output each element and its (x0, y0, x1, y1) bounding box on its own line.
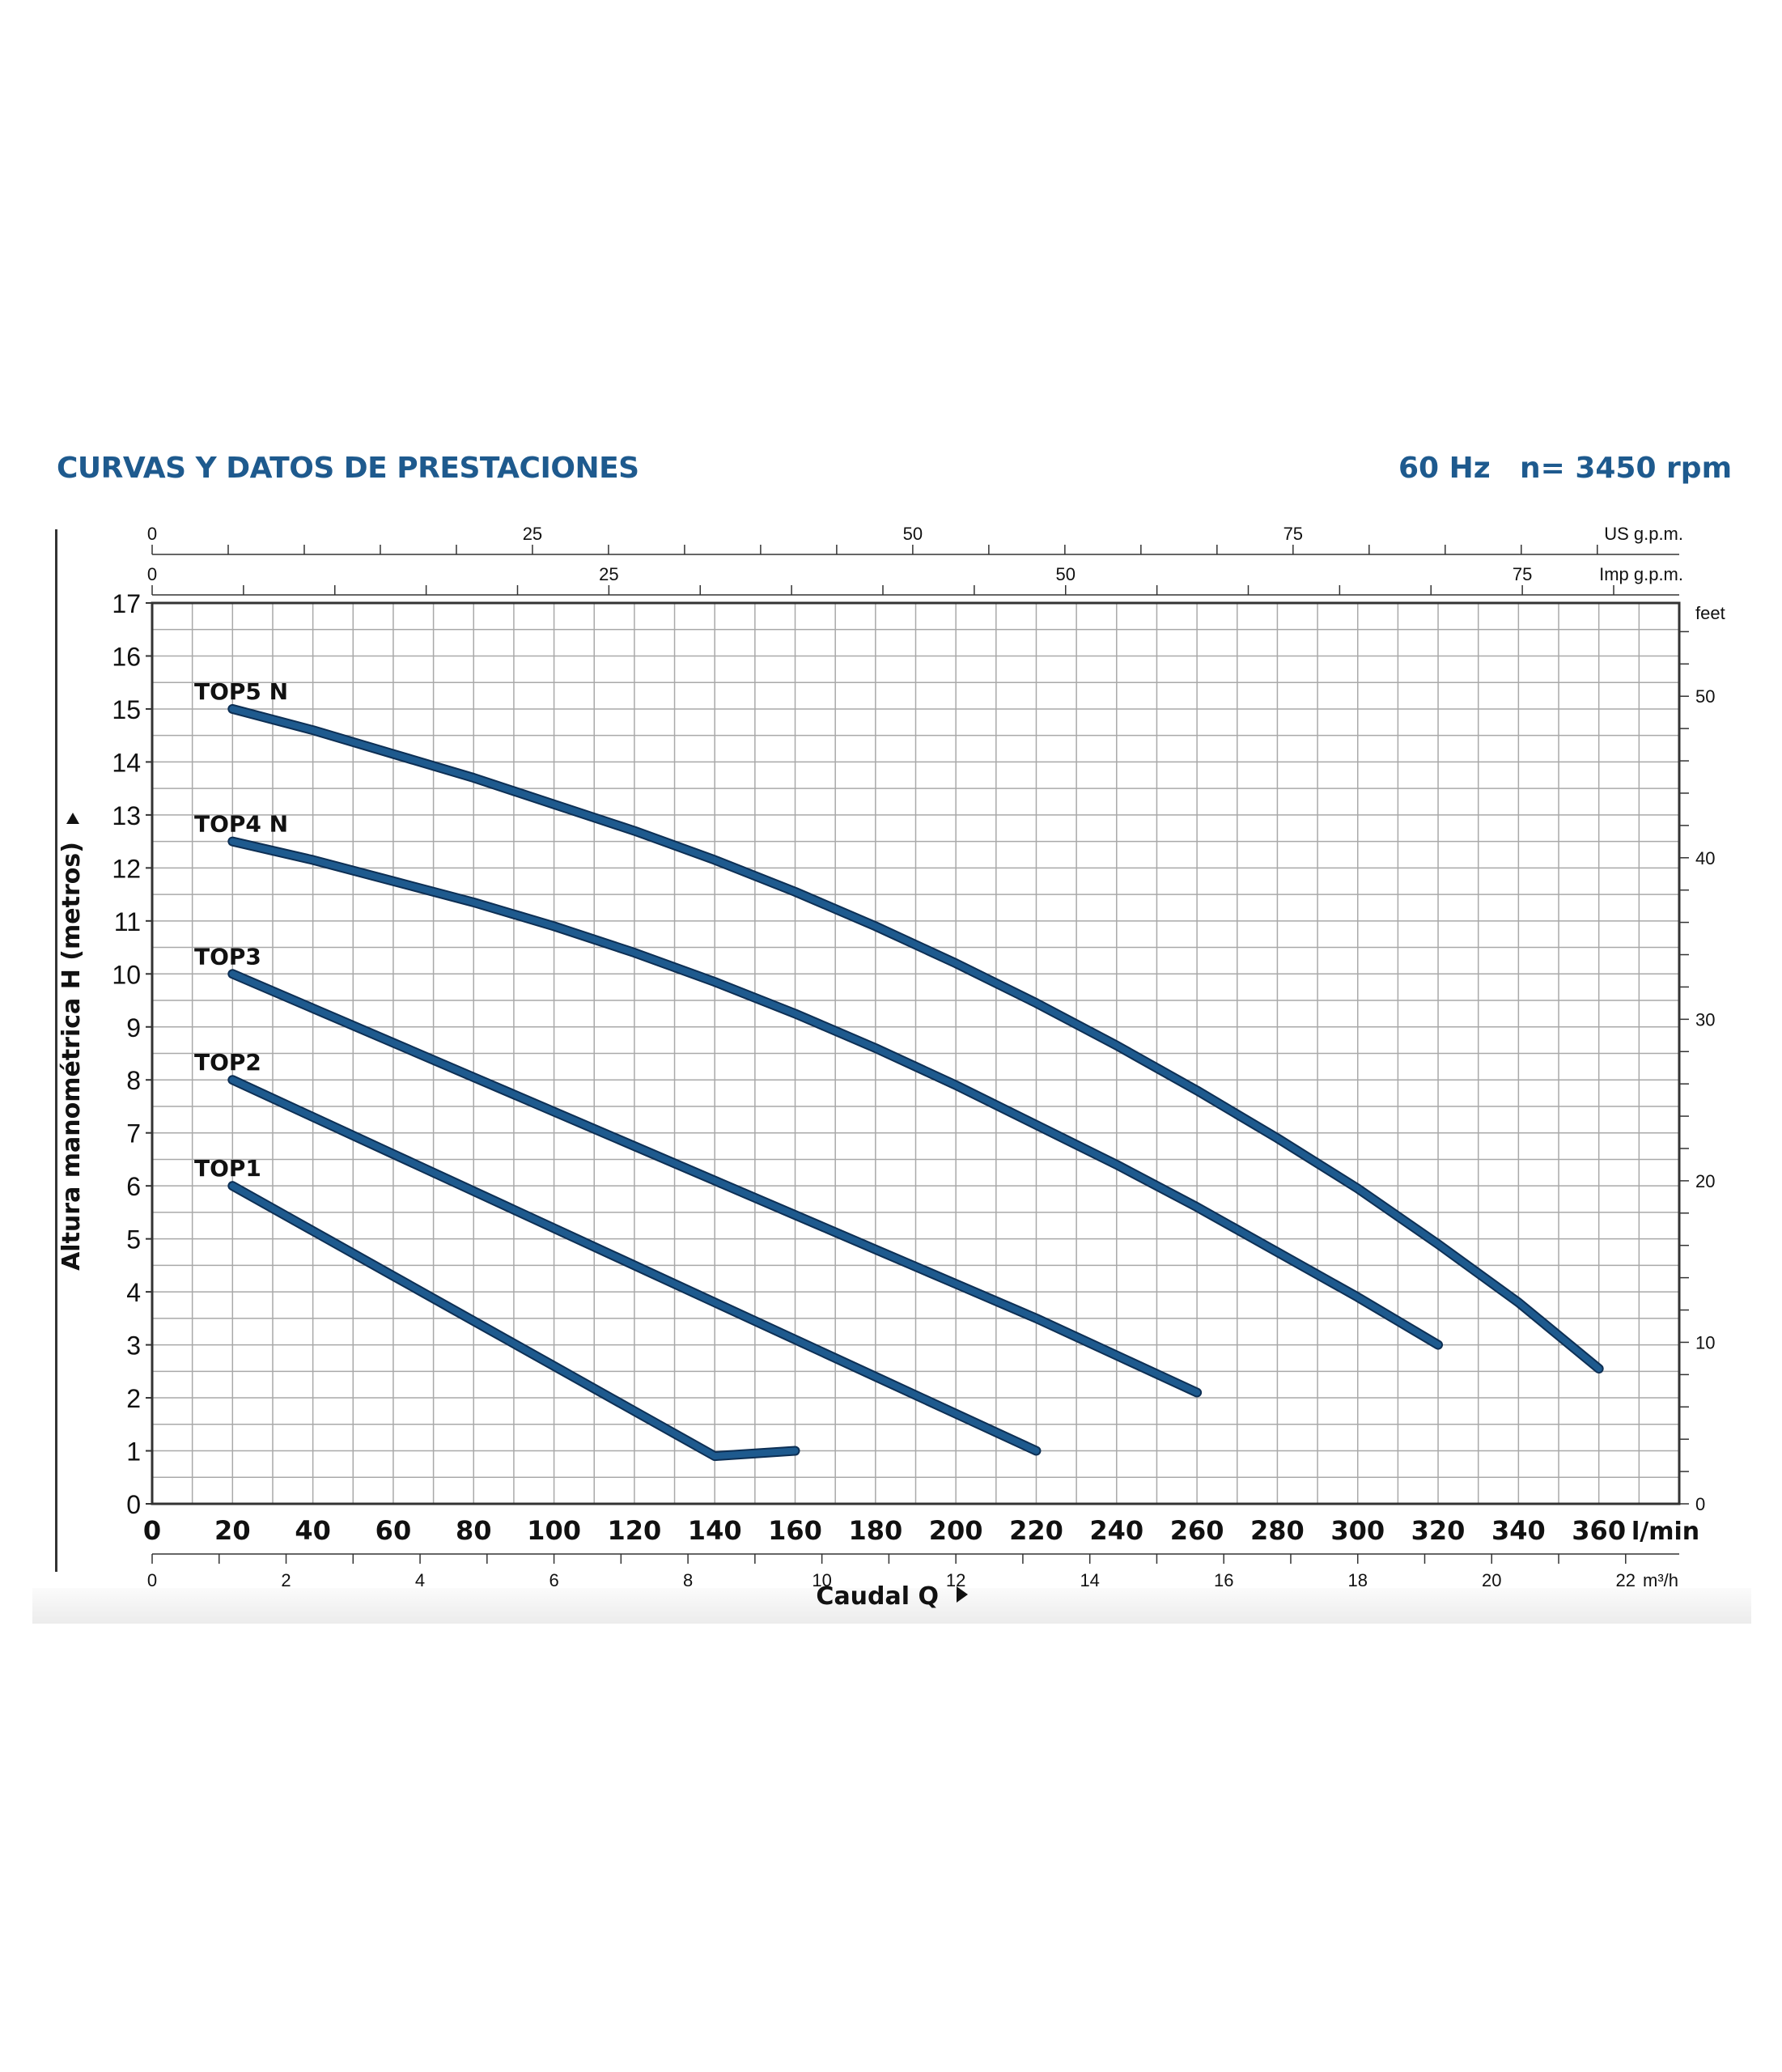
m3h-tick-label: 2 (281, 1570, 291, 1590)
m3h-tick-label: 18 (1347, 1570, 1367, 1590)
us-gpm-tick-label: 50 (903, 524, 923, 544)
x-tick-label: 120 (607, 1515, 661, 1546)
x-tick-label: 300 (1330, 1515, 1385, 1546)
x-tick-label: 40 (295, 1515, 331, 1546)
y-tick-label: 3 (126, 1331, 141, 1361)
page-title: CURVAS Y DATOS DE PRESTACIONES (57, 452, 639, 485)
curve-top1 (229, 1182, 799, 1460)
y-tick-label: 12 (112, 854, 141, 883)
plot-frame (151, 601, 1681, 1505)
feet-tick-label: 30 (1695, 1009, 1715, 1030)
feet-tick-label: 10 (1695, 1332, 1715, 1352)
x-unit-label: l/min (1631, 1518, 1699, 1546)
curve-label: TOP2 (194, 1049, 261, 1076)
y-tick-label: 5 (126, 1225, 141, 1255)
imp-gpm-tick-label: 50 (1056, 564, 1076, 584)
us-gpm-tick-label: 75 (1283, 524, 1303, 544)
x-tick-label: 280 (1250, 1515, 1305, 1546)
y-tick-label: 7 (126, 1119, 141, 1149)
m3h-unit-label: m³/h (1643, 1570, 1678, 1590)
m3h-tick-label: 12 (946, 1570, 965, 1590)
us-gpm-tick-label: 0 (147, 524, 157, 544)
y-tick-label: 14 (112, 748, 141, 777)
y-tick-label: 0 (126, 1490, 141, 1519)
y-tick-label: 16 (112, 642, 141, 671)
m3h-tick-label: 4 (415, 1570, 425, 1590)
y-tick-label: 15 (112, 695, 141, 724)
curve-top3 (229, 970, 1201, 1396)
imp-gpm-unit-label: Imp g.p.m. (1599, 564, 1683, 584)
y-tick-label: 8 (126, 1066, 141, 1095)
y-tick-label: 9 (126, 1013, 141, 1042)
feet-tick-label: 50 (1695, 686, 1715, 707)
m3h-tick-label: 20 (1482, 1570, 1501, 1590)
y-tick-label: 11 (114, 907, 141, 936)
y-tick-label: 17 (112, 589, 141, 618)
m3h-tick-label: 16 (1214, 1570, 1233, 1590)
m3h-tick-label: 8 (683, 1570, 693, 1590)
feet-tick-label: 40 (1695, 848, 1715, 868)
frequency-label: 60 Hz (1398, 452, 1491, 485)
feet-tick-label: 20 (1695, 1171, 1715, 1191)
m3h-tick-label: 6 (549, 1570, 558, 1590)
us-gpm-tick-label: 25 (523, 524, 542, 544)
x-tick-label: 60 (375, 1515, 412, 1546)
x-tick-label: 0 (143, 1515, 161, 1546)
bottom-band (32, 1588, 1751, 1624)
x-tick-label: 340 (1491, 1515, 1546, 1546)
x-tick-label: 80 (456, 1515, 492, 1546)
x-tick-label: 360 (1572, 1515, 1626, 1546)
curve-label: TOP4 N (194, 811, 288, 838)
curve-label: TOP3 (194, 943, 261, 970)
feet-tick-label: 0 (1695, 1494, 1705, 1514)
y-tick-label: 13 (112, 801, 141, 830)
imp-gpm-tick-label: 75 (1513, 564, 1532, 584)
x-tick-label: 260 (1170, 1515, 1224, 1546)
us-gpm-unit-label: US g.p.m. (1604, 524, 1683, 544)
curve-top2 (229, 1076, 1040, 1454)
y-tick-label: 1 (126, 1437, 141, 1467)
x-tick-label: 160 (768, 1515, 822, 1546)
m3h-tick-label: 10 (812, 1570, 831, 1590)
x-tick-label: 20 (214, 1515, 251, 1546)
x-tick-label: 320 (1411, 1515, 1466, 1546)
x-tick-label: 200 (929, 1515, 983, 1546)
y-tick-label: 2 (126, 1384, 141, 1413)
m3h-tick-label: 22 (1616, 1570, 1636, 1590)
y-tick-label: 4 (126, 1278, 141, 1307)
x-tick-label: 140 (688, 1515, 742, 1546)
x-tick-label: 240 (1089, 1515, 1143, 1546)
x-axis-label: Caudal Q (816, 1582, 939, 1611)
y-tick-label: 6 (126, 1172, 141, 1201)
grid (152, 603, 1679, 1504)
x-tick-label: 100 (527, 1515, 581, 1546)
m3h-tick-label: 0 (147, 1570, 157, 1590)
imp-gpm-tick-label: 0 (147, 564, 157, 584)
y-axis-label: Altura manométrica H (metros) (57, 842, 86, 1271)
x-tick-label: 220 (1009, 1515, 1063, 1546)
curve-top5-n (229, 705, 1602, 1373)
feet-unit-label: feet (1695, 603, 1725, 623)
x-axis-arrow-icon (957, 1586, 968, 1603)
y-tick-label: 10 (112, 960, 141, 989)
left-border-rule (55, 529, 57, 1572)
curve-label: TOP1 (194, 1155, 261, 1182)
imp-gpm-tick-label: 25 (599, 564, 618, 584)
x-tick-label: 180 (848, 1515, 902, 1546)
curve-top4-n (229, 838, 1442, 1348)
speed-label: n= 3450 rpm (1520, 452, 1733, 485)
curve-label: TOP5 N (194, 678, 288, 705)
m3h-tick-label: 14 (1080, 1570, 1099, 1590)
y-axis-arrow-icon (66, 813, 79, 824)
curves: TOP5 N TOP4 N TOP3 TOP2 TOP1 (194, 678, 1604, 1462)
